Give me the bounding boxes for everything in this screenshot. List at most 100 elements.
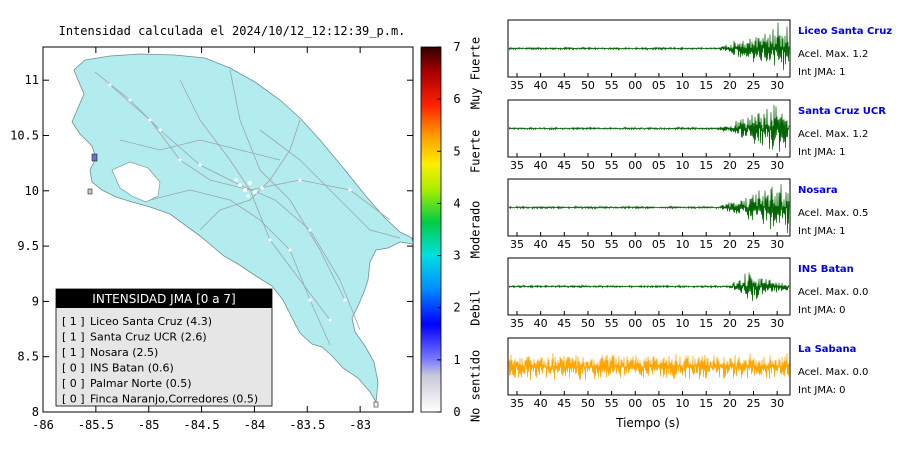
trace-x-tick-label: 00 — [628, 317, 642, 330]
legend-header — [56, 289, 272, 308]
trace-x-tick-label: 30 — [770, 79, 784, 92]
liceo-santa-cruz-marker — [91, 153, 98, 162]
trace-x-tick-label: 55 — [605, 397, 619, 410]
trace-x-tick-label: 05 — [652, 79, 666, 92]
trace-panel: 35 40 45 50 55 00 05 10 15 20 25 30 Santa Cruz UCR Ac… — [507, 99, 886, 172]
trace-x-tick-label: 40 — [534, 79, 548, 92]
station-jma: Int JMA: 1 — [798, 147, 846, 158]
trace-x-tick-label: 50 — [581, 159, 595, 172]
trace-x-tick-label: 45 — [557, 317, 571, 330]
station-jma: Int JMA: 0 — [798, 305, 846, 316]
map-x-tick-label: -83.5 — [289, 418, 325, 432]
map-x-tick-label: -86 — [32, 418, 54, 432]
costa-rica-landmass — [71, 53, 413, 404]
trace-x-tick-label: 35 — [510, 317, 524, 330]
legend-title: INTENSIDAD JMA [0 a 7] — [92, 292, 235, 306]
trace-x-tick-label: 45 — [557, 159, 571, 172]
trace-x-tick-label: 45 — [557, 397, 571, 410]
colorbar-category-label: Muy Fuerte — [469, 37, 483, 109]
map-plot: -86 -85.5 -85 -84.5 -84 -83.5 -83 11 10.5 10 9.5 9… — [10, 46, 414, 432]
colorbar-category-label: No sentido — [469, 350, 483, 422]
trace-x-tick-label: 35 — [510, 79, 524, 92]
legend-item-level: [ 1 ] — [62, 346, 85, 359]
station-name: Santa Cruz UCR — [798, 106, 886, 117]
trace-x-tick-label: 20 — [723, 79, 737, 92]
station-name: La Sabana — [798, 344, 856, 355]
trace-x-tick-label: 25 — [747, 238, 761, 251]
map-y-tick-label: 9 — [32, 294, 39, 308]
colorbar: 0 1 2 3 4 5 6 7 No sentido Debil Moderado Fuerte Mu… — [420, 37, 483, 422]
trace-x-tick-label: 10 — [676, 397, 690, 410]
map-y-tick-label: 11 — [25, 73, 39, 87]
colorbar-tick-label: 7 — [453, 40, 460, 54]
trace-panel: 35 40 45 50 55 00 05 10 15 20 25 30 Liceo Santa Cruz… — [507, 19, 892, 92]
trace-x-tick-label: 15 — [699, 397, 713, 410]
trace-x-tick-label: 05 — [652, 397, 666, 410]
trace-x-tick-label: 15 — [699, 317, 713, 330]
trace-panel: 35 40 45 50 55 00 05 10 15 20 25 30 La Sabana Acel. M… — [507, 337, 868, 410]
map-y-axis: 11 10.5 10 9.5 9 8.5 8 — [10, 73, 413, 419]
trace-panel: 35 40 45 50 55 00 05 10 15 20 25 30 Nosara Acel. Max.… — [507, 178, 868, 251]
trace-x-tick-label: 55 — [605, 317, 619, 330]
trace-x-tick-label: 20 — [723, 159, 737, 172]
legend-item-level: [ 1 ] — [62, 331, 85, 344]
trace-x-tick-label: 10 — [676, 159, 690, 172]
map-x-tick-label: -84.5 — [184, 418, 220, 432]
trace-x-tick-label: 55 — [605, 159, 619, 172]
trace-x-tick-label: 20 — [723, 397, 737, 410]
trace-x-tick-label: 30 — [770, 317, 784, 330]
trace-x-tick-label: 55 — [605, 238, 619, 251]
legend-item-text: Nosara (2.5) — [90, 346, 158, 359]
trace-x-tick-label: 50 — [581, 397, 595, 410]
trace-waveform — [508, 272, 790, 302]
map-y-tick-label: 9.5 — [17, 239, 39, 253]
colorbar-tick-label: 4 — [453, 196, 460, 210]
trace-x-tick-label: 45 — [557, 79, 571, 92]
trace-x-tick-label: 10 — [676, 317, 690, 330]
station-dots — [108, 83, 374, 347]
map-x-tick-label: -85 — [138, 418, 160, 432]
traces-xlabel: Tiempo (s) — [615, 416, 680, 430]
trace-x-tick-label: 40 — [534, 238, 548, 251]
map-y-tick-label: 10.5 — [10, 128, 39, 142]
trace-x-tick-label: 35 — [510, 159, 524, 172]
legend-item-text: Santa Cruz UCR (2.6) — [90, 331, 207, 344]
trace-x-tick-label: 40 — [534, 317, 548, 330]
trace-x-tick-label: 10 — [676, 79, 690, 92]
trace-x-tick-label: 55 — [605, 79, 619, 92]
legend-item-text: Palmar Norte (0.5) — [90, 377, 192, 390]
colorbar-tick-label: 6 — [453, 92, 460, 106]
legend-item-level: [ 0 ] — [62, 393, 85, 406]
station-jma: Int JMA: 1 — [798, 67, 846, 78]
map-x-tick-label: -84 — [244, 418, 266, 432]
trace-x-tick-label: 15 — [699, 159, 713, 172]
trace-x-tick-label: 30 — [770, 159, 784, 172]
trace-x-tick-label: 40 — [534, 159, 548, 172]
trace-x-tick-label: 50 — [581, 238, 595, 251]
trace-x-tick-label: 10 — [676, 238, 690, 251]
trace-x-tick-label: 30 — [770, 238, 784, 251]
intensity-legend: INTENSIDAD JMA [0 a 7] [ 1 ] Liceo Santa … — [55, 288, 273, 407]
trace-x-tick-label: 25 — [747, 317, 761, 330]
colorbar-category-label: Moderado — [469, 201, 483, 259]
legend-item-level: [ 0 ] — [62, 377, 85, 390]
map-title: Intensidad calculada el 2024/10/12_12:12… — [59, 24, 406, 38]
colorbar-tick-label: 2 — [453, 301, 460, 315]
station-accel: Acel. Max. 1.2 — [798, 49, 868, 60]
colorbar-category-label: Debil — [469, 290, 483, 326]
trace-x-tick-label: 50 — [581, 79, 595, 92]
station-accel: Acel. Max. 0.0 — [798, 287, 868, 298]
nicoya-gulf — [111, 161, 161, 203]
trace-panel: 35 40 45 50 55 00 05 10 15 20 25 30 INS Batan Acel. M… — [507, 257, 868, 330]
colorbar-fill — [420, 46, 442, 413]
trace-x-tick-label: 40 — [534, 397, 548, 410]
map-y-tick-label: 10 — [25, 184, 39, 198]
trace-x-tick-label: 25 — [747, 79, 761, 92]
colorbar-tick-label: 0 — [453, 405, 460, 419]
trace-x-tick-label: 00 — [628, 79, 642, 92]
legend-item-text: Finca Naranjo,Corredores (0.5) — [90, 393, 258, 406]
station-name: Nosara — [798, 185, 838, 196]
legend-item-level: [ 0 ] — [62, 362, 85, 375]
trace-x-tick-label: 20 — [723, 238, 737, 251]
